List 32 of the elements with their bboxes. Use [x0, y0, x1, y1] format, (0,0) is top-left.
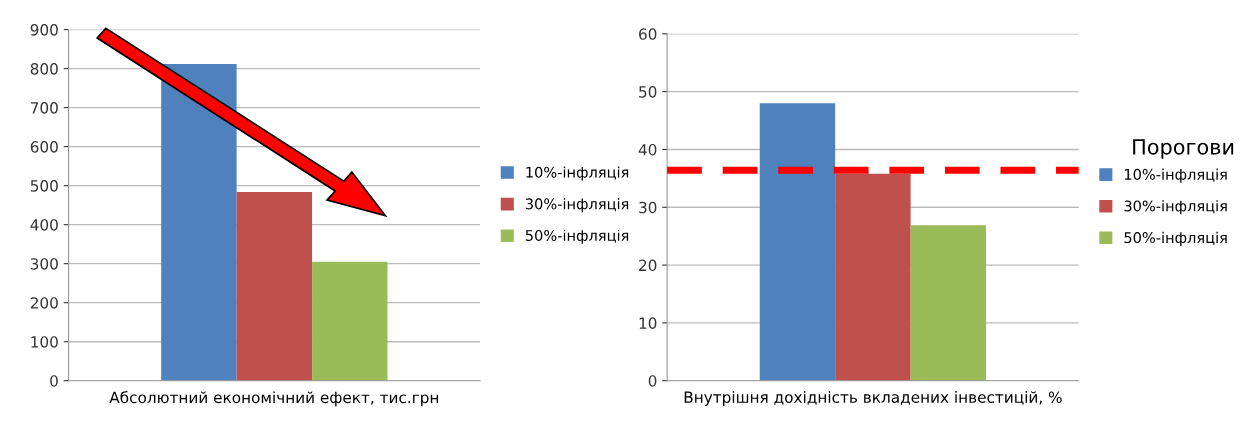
y-tick-label: 10	[639, 317, 657, 329]
y-tick-label: 800	[30, 63, 58, 75]
y-tick-label: 0	[50, 375, 58, 387]
legend-label: 50%-інфляція	[525, 229, 629, 244]
y-tick-label: 100	[31, 336, 58, 348]
y-tick-label: 200	[30, 297, 58, 309]
bar	[835, 173, 911, 381]
y-tick-label: 700	[30, 102, 58, 114]
bar	[910, 225, 987, 381]
legend-label: 50%-інфляція	[1124, 231, 1227, 246]
legend-label: 10%-інфляція	[1124, 168, 1227, 183]
legend-label: 10%-інфляція	[526, 166, 629, 181]
x-axis-title: Абсолютний економічний ефект, тис.грн	[109, 391, 439, 407]
y-tick-label: 60	[639, 28, 657, 40]
ref-line-label: Порогови	[1133, 139, 1234, 159]
legend-label: 30%-інфляція	[1124, 200, 1227, 215]
y-tick-label: 300	[30, 258, 58, 270]
y-tick-label: 50	[639, 86, 657, 98]
y-tick-label: 30	[639, 201, 657, 214]
y-tick-label: 40	[638, 143, 657, 156]
legend-label: 30%-інфляція	[525, 198, 629, 213]
y-tick-label: 600	[30, 141, 58, 153]
y-tick-label: 900	[30, 24, 58, 36]
bar	[236, 191, 313, 381]
bar	[161, 63, 237, 381]
y-tick-label: 20	[639, 259, 657, 272]
y-tick-label: 500	[30, 180, 58, 192]
y-tick-label: 400	[30, 219, 58, 231]
bar	[759, 103, 836, 381]
y-tick-label: 0	[648, 375, 657, 387]
bar	[312, 261, 388, 381]
x-axis-title: Внутрішня дохідність вкладених інвестицій, %	[684, 391, 1062, 406]
